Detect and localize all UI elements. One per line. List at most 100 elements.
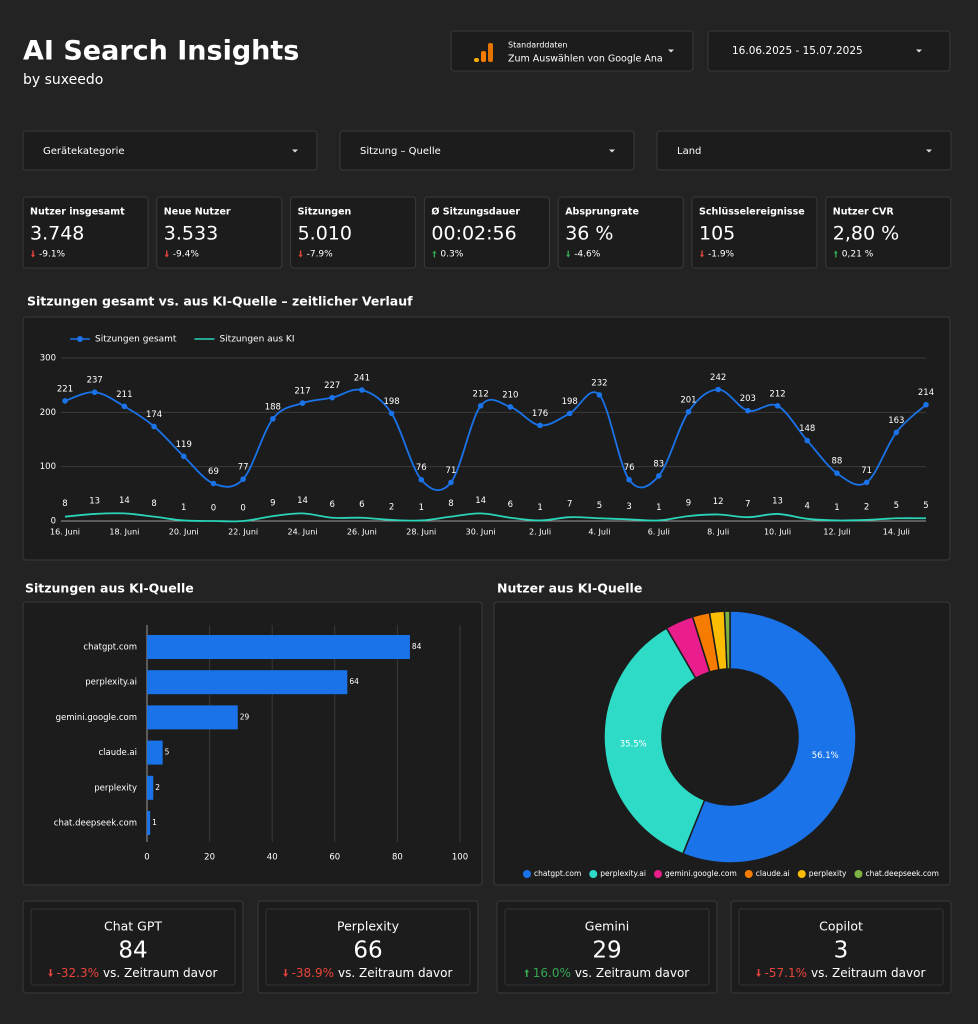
data-source-value: Zum Auswählen von Google Ana (508, 54, 663, 65)
kpi-value: 3.533 (164, 223, 218, 245)
filter-select[interactable] (22, 130, 318, 171)
x-tick-label: 80 (392, 853, 403, 863)
filter-label: Land (677, 146, 701, 157)
card-name: Gemini (585, 919, 629, 934)
data-label: 6 (329, 500, 334, 510)
trend-arrow (283, 969, 288, 977)
data-label: 2 (389, 502, 394, 512)
kpi-label: Nutzer CVR (833, 207, 895, 218)
data-label: 201 (680, 395, 696, 405)
card-change: -57.1% (765, 966, 807, 980)
data-source-select[interactable] (450, 30, 694, 72)
y-tick-label: 100 (40, 462, 56, 472)
analytics-icon (481, 51, 486, 62)
data-label: 14 (119, 496, 130, 506)
filter-select[interactable] (656, 130, 952, 171)
legend-label: perplexity.ai (600, 869, 646, 878)
category-label: chat.deepseek.com (54, 819, 137, 829)
x-tick-label: 10. Juli (764, 528, 791, 537)
legend-label: Sitzungen gesamt (95, 335, 177, 345)
legend-swatch (523, 870, 531, 878)
category-label: gemini.google.com (56, 713, 137, 723)
data-label: 83 (653, 459, 664, 469)
x-tick-label: 20 (204, 853, 215, 863)
point-marker (745, 407, 751, 414)
x-tick-label: 12. Juli (823, 528, 850, 537)
bar (147, 740, 163, 765)
kpi-change: 0.3% (440, 250, 463, 260)
kpi-value: 00:02:56 (431, 223, 516, 245)
data-label: 5 (165, 748, 170, 757)
bar (147, 705, 238, 730)
series-line (64, 512, 927, 523)
dropdown-caret (292, 149, 298, 153)
point-marker (151, 423, 157, 430)
x-tick-label: 16. Juni (50, 528, 80, 537)
point-marker (180, 453, 187, 460)
donut-slice (723, 610, 731, 670)
data-label: 71 (446, 466, 457, 476)
x-tick-label: 0 (144, 853, 149, 863)
data-label: 8 (151, 499, 156, 509)
x-tick-label: 28. Juni (406, 528, 436, 537)
point-marker (893, 429, 900, 436)
bar (147, 635, 410, 659)
category-label: chatgpt.com (83, 643, 137, 653)
dropdown-caret (668, 49, 674, 53)
point-marker (566, 410, 573, 417)
point-marker (240, 476, 246, 482)
metric-card-inner (265, 908, 471, 986)
trend-arrow (164, 250, 169, 258)
data-label: 237 (87, 376, 103, 386)
point-marker (863, 479, 870, 486)
point-marker (923, 401, 929, 408)
date-range-select[interactable] (707, 30, 951, 72)
x-tick-label: 8. Juli (707, 528, 729, 537)
x-tick-label: 22. Juni (228, 528, 258, 537)
data-label: 9 (270, 499, 275, 509)
data-label: 174 (146, 410, 162, 420)
data-source-label: Standarddaten (508, 41, 568, 50)
x-tick-label: 40 (267, 853, 278, 863)
data-label: 221 (57, 384, 73, 394)
filter-label: Sitzung – Quelle (360, 146, 441, 157)
metric-card (730, 900, 952, 994)
data-label: 198 (383, 397, 399, 407)
point-marker (537, 422, 543, 429)
point-marker (448, 479, 454, 486)
data-label: 242 (710, 373, 726, 383)
filter-select[interactable] (339, 130, 635, 171)
data-label: 198 (562, 397, 578, 407)
data-label: 9 (686, 499, 691, 509)
point-marker (91, 389, 98, 396)
trend-arrow (756, 969, 761, 977)
x-tick-label: 100 (452, 853, 468, 863)
data-label: 6 (508, 500, 513, 510)
point-marker (210, 480, 217, 487)
dropdown-caret (609, 149, 615, 153)
bar (147, 811, 151, 835)
point-marker (388, 410, 395, 417)
data-label: 1 (537, 503, 542, 513)
card-change: -32.3% (57, 966, 99, 980)
kpi-change: -7.9% (307, 250, 334, 260)
point-marker (804, 437, 811, 444)
data-label: 8 (448, 499, 453, 509)
bar (147, 775, 154, 800)
point-marker (507, 404, 514, 410)
slice-label: 35.5% (620, 740, 647, 750)
kpi-card (290, 196, 417, 269)
point-marker (299, 400, 306, 406)
kpi-change: -9.1% (39, 250, 66, 260)
data-label: 214 (918, 388, 934, 398)
kpi-value: 36 % (565, 223, 613, 245)
kpi-label: Sitzungen (298, 207, 352, 218)
chart-title: Sitzungen aus KI-Quelle (25, 581, 194, 596)
title: AI Search Insights (23, 36, 299, 67)
data-label: 212 (473, 389, 489, 399)
kpi-card (691, 196, 818, 269)
point-marker (62, 398, 68, 404)
legend-label: gemini.google.com (665, 869, 737, 878)
card-name: Perplexity (337, 919, 400, 934)
